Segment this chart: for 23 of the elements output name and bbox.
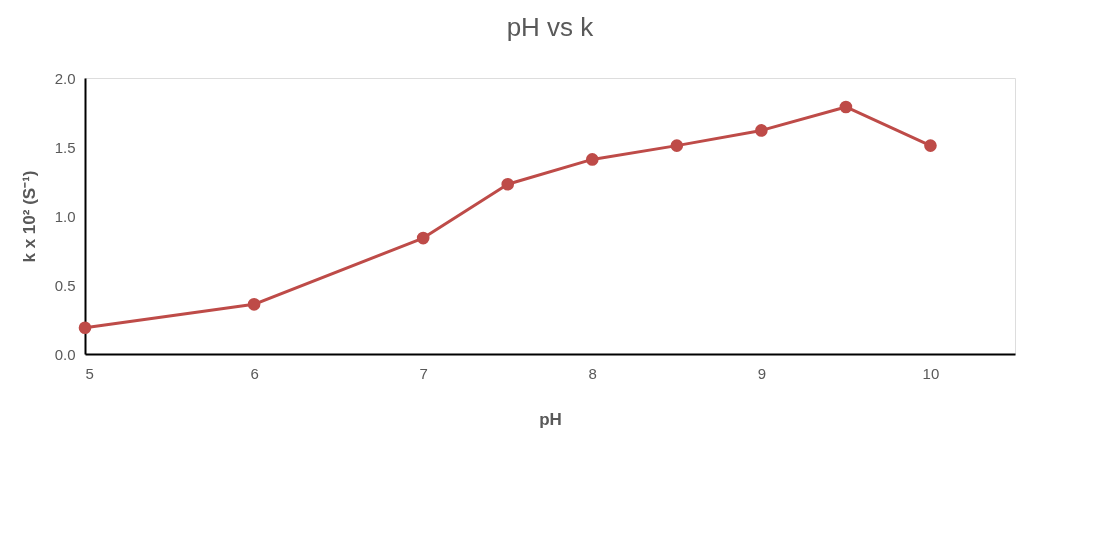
x-tick-label: 9 (757, 364, 767, 382)
point (416, 231, 430, 245)
x-tick-label: 10 (922, 364, 940, 382)
point (78, 321, 92, 335)
point (670, 139, 684, 152)
x-tick-label: 6 (250, 364, 259, 382)
x-tick-label: 5 (85, 364, 94, 382)
point (501, 177, 515, 191)
y-tick-label: 2.0 (54, 69, 76, 87)
x-tick-label: 7 (419, 364, 428, 382)
point (839, 100, 853, 114)
point (247, 298, 261, 311)
y-axis-title: k x 10² (S⁻¹) (19, 170, 39, 263)
y-tick-label: 1.0 (54, 207, 76, 225)
point (755, 124, 768, 137)
x-axis-title: pH (539, 409, 562, 429)
y-tick-label: 1.5 (54, 138, 76, 156)
chart-title: pH vs k (506, 12, 595, 42)
y-tick-label: 0.5 (54, 276, 76, 294)
x-tick-label: 8 (588, 364, 597, 382)
point (585, 153, 599, 166)
y-tick-label: 0.0 (54, 345, 76, 363)
point (924, 139, 937, 152)
